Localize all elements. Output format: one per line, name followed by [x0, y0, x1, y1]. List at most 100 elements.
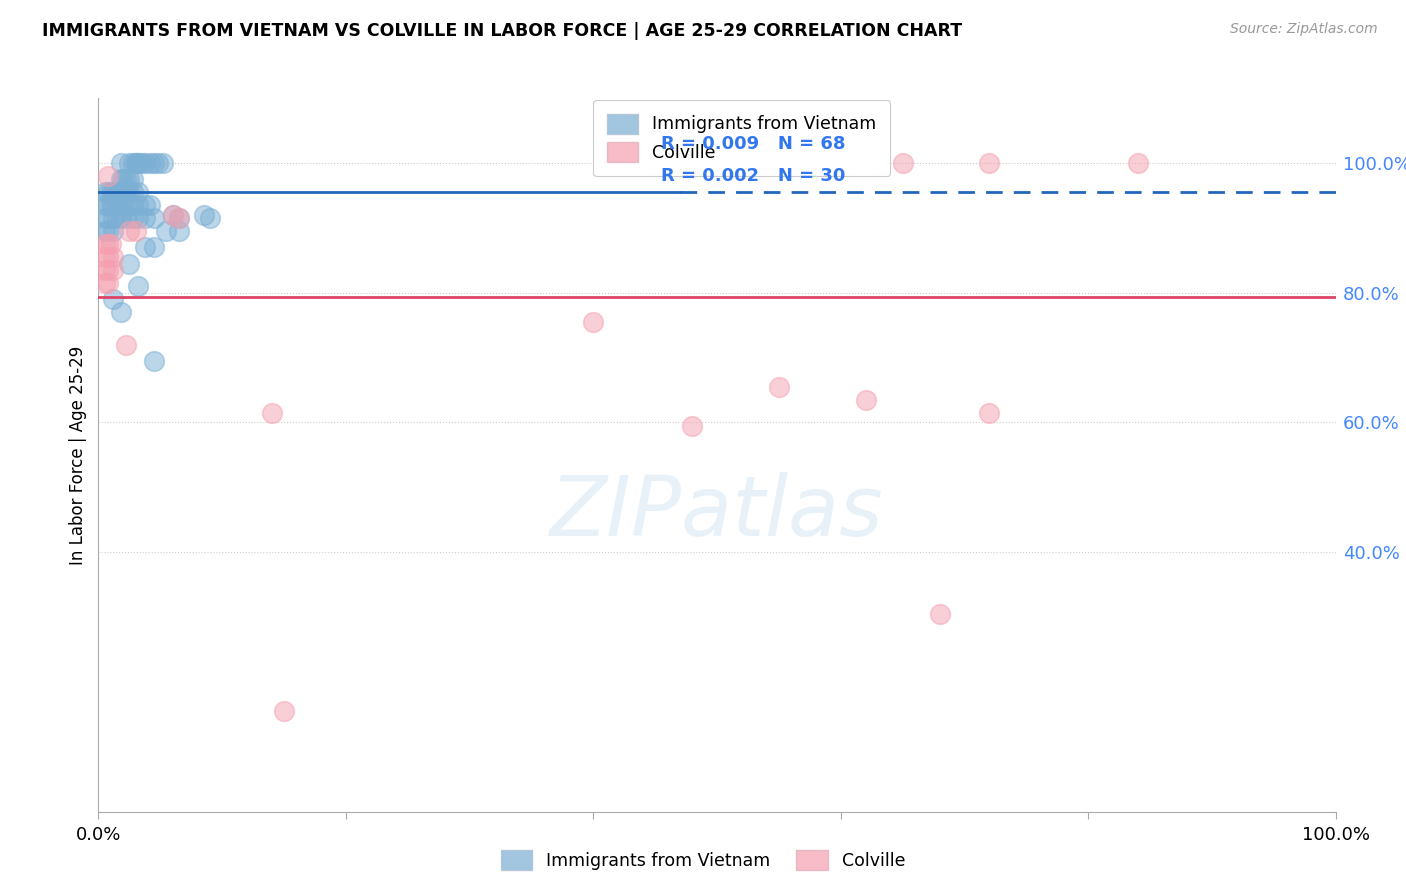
Point: [891, 156, 914, 170]
Point: [93, 237, 115, 252]
Point: [97, 211, 120, 226]
Point: [155, 224, 177, 238]
Point: [122, 156, 145, 170]
Point: [131, 156, 153, 170]
Point: [105, 211, 128, 226]
Point: [118, 185, 141, 199]
Point: [93, 250, 115, 264]
Point: [1126, 156, 1149, 170]
Point: [855, 392, 877, 407]
Point: [979, 406, 1001, 420]
Point: [114, 211, 136, 226]
Point: [93, 276, 115, 290]
Point: [112, 185, 135, 199]
Point: [93, 185, 115, 199]
Point: [97, 169, 120, 183]
Point: [93, 198, 115, 212]
Point: [118, 256, 141, 270]
Point: [134, 198, 156, 212]
Point: [143, 354, 166, 368]
Point: [125, 156, 148, 170]
Point: [681, 418, 703, 433]
Point: [582, 315, 605, 329]
Point: [103, 263, 125, 277]
Text: Source: ZipAtlas.com: Source: ZipAtlas.com: [1230, 22, 1378, 37]
Point: [97, 185, 120, 199]
Text: R = 0.002   N = 30: R = 0.002 N = 30: [661, 167, 846, 185]
Point: [114, 185, 136, 199]
Point: [114, 172, 136, 186]
Point: [118, 198, 141, 212]
Point: [103, 211, 125, 226]
Point: [118, 156, 141, 170]
Point: [114, 337, 136, 351]
Point: [122, 198, 145, 212]
Point: [260, 406, 283, 420]
Point: [97, 224, 120, 238]
Point: [110, 172, 132, 186]
Point: [127, 211, 149, 226]
Point: [103, 185, 125, 199]
Point: [928, 607, 950, 621]
Point: [112, 198, 135, 212]
Point: [167, 211, 190, 226]
Point: [100, 185, 122, 199]
Point: [100, 198, 122, 212]
Point: [118, 172, 141, 186]
Point: [134, 156, 156, 170]
Point: [103, 292, 125, 306]
Point: [110, 185, 132, 199]
Point: [110, 305, 132, 319]
Point: [143, 211, 166, 226]
Point: [110, 198, 132, 212]
Point: [97, 276, 120, 290]
Point: [97, 250, 120, 264]
Point: [112, 172, 135, 186]
Y-axis label: In Labor Force | Age 25-29: In Labor Force | Age 25-29: [69, 345, 87, 565]
Point: [103, 224, 125, 238]
Point: [273, 704, 295, 718]
Point: [146, 156, 169, 170]
Point: [127, 185, 149, 199]
Point: [118, 224, 141, 238]
Point: [97, 237, 120, 252]
Point: [198, 211, 221, 226]
Point: [127, 198, 149, 212]
Point: [127, 156, 149, 170]
Point: [105, 185, 128, 199]
Point: [105, 198, 128, 212]
Legend: Immigrants from Vietnam, Colville: Immigrants from Vietnam, Colville: [492, 841, 914, 879]
Point: [110, 156, 132, 170]
Point: [100, 237, 122, 252]
Point: [134, 211, 156, 226]
Point: [97, 198, 120, 212]
Point: [152, 156, 174, 170]
Point: [97, 263, 120, 277]
Point: [167, 211, 190, 226]
Point: [162, 208, 184, 222]
Text: R = 0.009   N = 68: R = 0.009 N = 68: [661, 135, 846, 153]
Point: [103, 198, 125, 212]
Legend: Immigrants from Vietnam, Colville: Immigrants from Vietnam, Colville: [593, 100, 890, 177]
Point: [122, 185, 145, 199]
Point: [124, 224, 146, 238]
Point: [143, 240, 166, 254]
Point: [124, 156, 146, 170]
Point: [110, 211, 132, 226]
Point: [93, 263, 115, 277]
Point: [167, 224, 190, 238]
Point: [93, 211, 115, 226]
Point: [93, 224, 115, 238]
Point: [127, 279, 149, 293]
Text: ZIPatlas: ZIPatlas: [550, 472, 884, 552]
Point: [134, 240, 156, 254]
Point: [139, 198, 162, 212]
Text: IMMIGRANTS FROM VIETNAM VS COLVILLE IN LABOR FORCE | AGE 25-29 CORRELATION CHART: IMMIGRANTS FROM VIETNAM VS COLVILLE IN L…: [42, 22, 962, 40]
Point: [122, 172, 145, 186]
Point: [193, 208, 215, 222]
Point: [122, 211, 145, 226]
Point: [162, 208, 184, 222]
Point: [103, 250, 125, 264]
Point: [979, 156, 1001, 170]
Point: [143, 156, 166, 170]
